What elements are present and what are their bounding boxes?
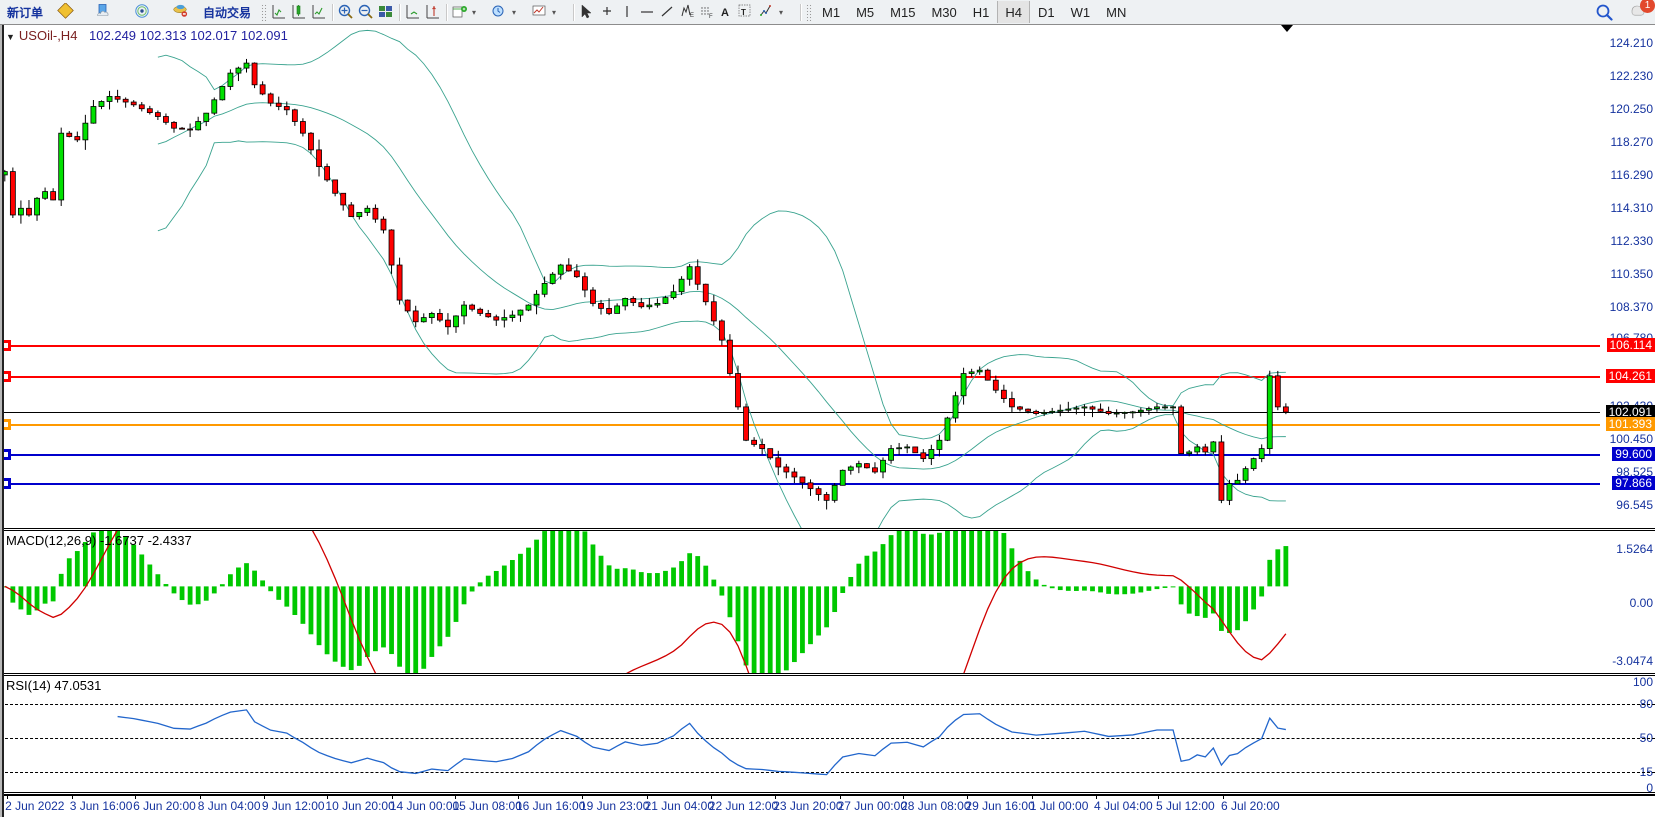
svg-text:E: E xyxy=(690,13,694,19)
svg-text:A: A xyxy=(721,7,729,19)
svg-text:▾: ▾ xyxy=(779,8,783,17)
svg-text:▾: ▾ xyxy=(552,8,556,17)
svg-text:▾: ▾ xyxy=(512,8,516,17)
svg-text:F: F xyxy=(709,14,713,20)
svg-text:T: T xyxy=(741,8,746,17)
svg-text:▾: ▾ xyxy=(472,8,476,17)
